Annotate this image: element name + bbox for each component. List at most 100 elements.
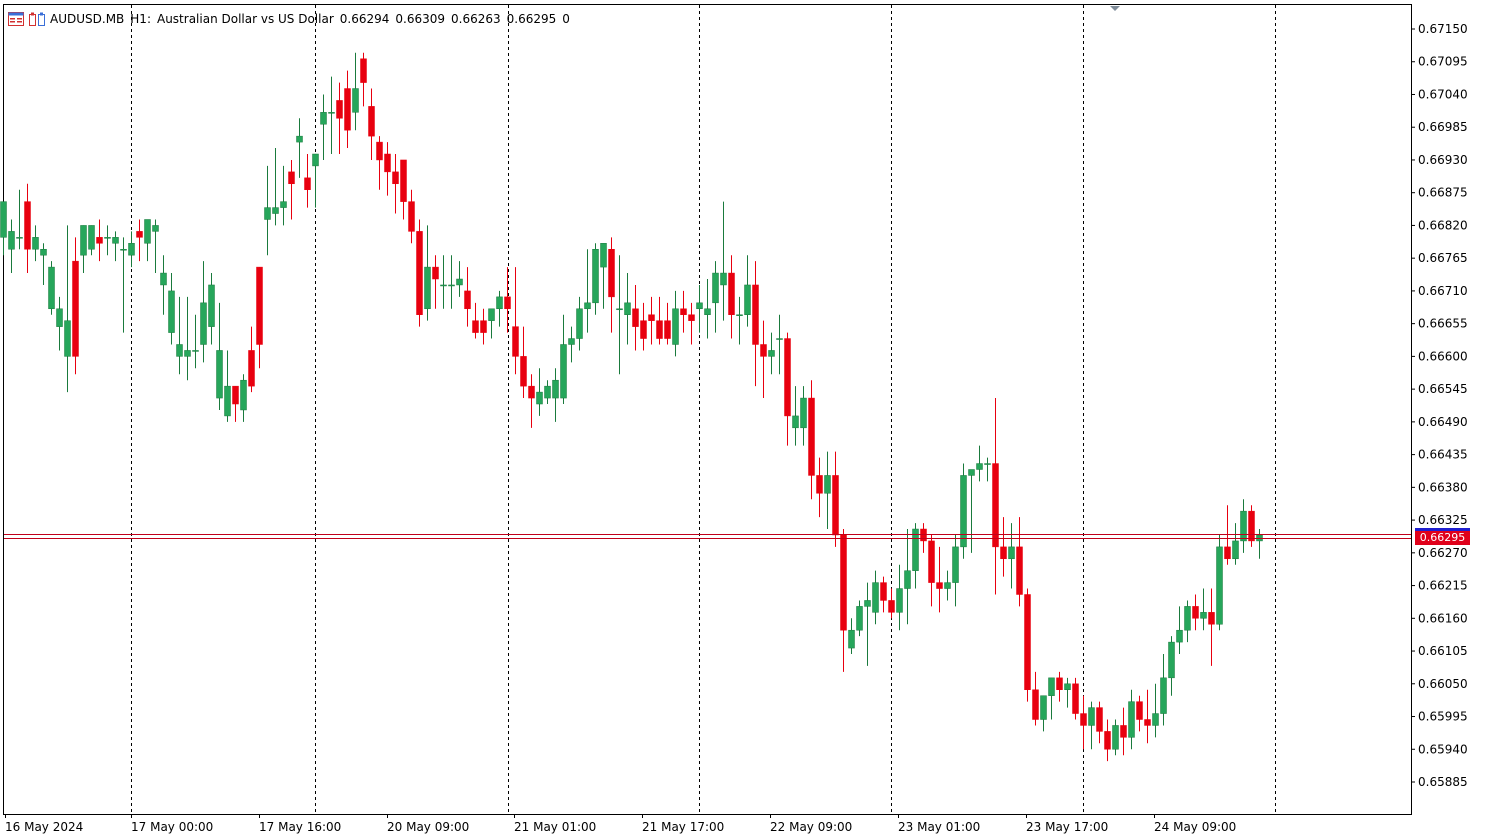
candle-body	[440, 284, 447, 287]
candle	[328, 76, 335, 155]
candle	[392, 154, 399, 214]
candle	[720, 201, 727, 321]
candle	[880, 576, 887, 613]
chart-window-icon[interactable]	[8, 12, 24, 26]
candle-body	[592, 248, 599, 304]
candle-body	[568, 338, 575, 345]
candle	[552, 368, 559, 422]
candle-body	[1144, 719, 1151, 726]
candle-body	[712, 272, 719, 304]
candle-body	[984, 463, 991, 465]
candle-body	[432, 266, 439, 280]
candle	[488, 308, 495, 339]
candle	[752, 261, 759, 387]
candle-body	[328, 112, 335, 114]
candle-body	[1104, 731, 1111, 750]
candle-body	[704, 308, 711, 315]
candle	[144, 219, 151, 262]
candle	[960, 463, 967, 559]
candle-body	[24, 201, 31, 250]
candle-body	[728, 272, 735, 315]
one-click-trading-icon[interactable]	[29, 12, 45, 26]
candle-body	[936, 582, 943, 589]
y-tick-label: 0.66490	[1418, 415, 1468, 429]
candle	[464, 267, 471, 327]
symbol-label: AUDUSD.MB	[50, 12, 125, 26]
candle-body	[1048, 677, 1055, 696]
candle-body	[96, 237, 103, 244]
candles	[0, 52, 1263, 762]
candle	[24, 183, 31, 274]
candle-body	[1160, 677, 1167, 714]
candle	[48, 261, 55, 315]
candle-body	[40, 248, 47, 256]
candle-body	[1040, 695, 1047, 720]
x-tick-label: 23 May 01:00	[898, 820, 980, 834]
candle	[632, 284, 639, 351]
candle-body	[992, 463, 999, 548]
candle	[1048, 677, 1055, 720]
candle-body	[976, 463, 983, 470]
candle	[304, 154, 311, 208]
candle	[424, 225, 431, 321]
candle-body	[1120, 725, 1127, 738]
candle-body	[528, 385, 535, 399]
candle	[120, 237, 127, 333]
candle-body	[752, 284, 759, 345]
candle-body	[632, 308, 639, 327]
candle-body	[232, 385, 239, 405]
candle-body	[48, 266, 55, 310]
y-tick-label: 0.67150	[1418, 22, 1468, 36]
x-tick-label: 21 May 01:00	[514, 820, 596, 834]
candle	[480, 308, 487, 345]
candle	[296, 118, 303, 178]
candle-body	[344, 88, 351, 131]
candle-body	[1152, 713, 1159, 726]
candle-body	[648, 314, 655, 321]
candle	[536, 368, 543, 416]
candle-body	[280, 201, 287, 208]
candle-body	[1064, 683, 1071, 690]
candle-body	[664, 320, 671, 339]
candle	[416, 219, 423, 327]
candle-body	[488, 308, 495, 321]
candle	[600, 243, 607, 309]
candle	[616, 255, 623, 375]
candle	[656, 296, 663, 345]
candle	[160, 255, 167, 315]
candle-body	[784, 338, 791, 417]
candle-body	[880, 582, 887, 601]
shift-marker[interactable]	[1110, 6, 1120, 11]
volume-value: 0	[562, 12, 570, 26]
candle	[448, 255, 455, 309]
candle-body	[88, 225, 95, 250]
candle	[1136, 695, 1143, 732]
candle	[80, 225, 87, 274]
plot-area[interactable]	[3, 4, 1412, 815]
candle	[496, 290, 503, 327]
candle-body	[1248, 510, 1255, 542]
y-tick-label: 0.66215	[1418, 579, 1468, 593]
candle	[272, 148, 279, 226]
candle	[1040, 695, 1047, 732]
candle	[704, 279, 711, 339]
low-value: 0.66263	[451, 12, 501, 26]
candle	[280, 165, 287, 226]
candle-body	[208, 284, 215, 327]
candle	[16, 189, 23, 250]
y-tick-label: 0.66160	[1418, 611, 1468, 625]
candle-body	[1032, 689, 1039, 720]
candle	[152, 219, 159, 274]
candle	[320, 94, 327, 160]
vertical-grid	[131, 5, 1276, 814]
candle	[1248, 505, 1255, 547]
candle	[848, 618, 855, 655]
candle-body	[1008, 546, 1015, 560]
candle-body	[288, 171, 295, 185]
candle	[512, 267, 519, 375]
candle	[584, 249, 591, 333]
candle	[1232, 523, 1239, 565]
candle-body	[16, 237, 23, 239]
candle-body	[8, 231, 15, 250]
